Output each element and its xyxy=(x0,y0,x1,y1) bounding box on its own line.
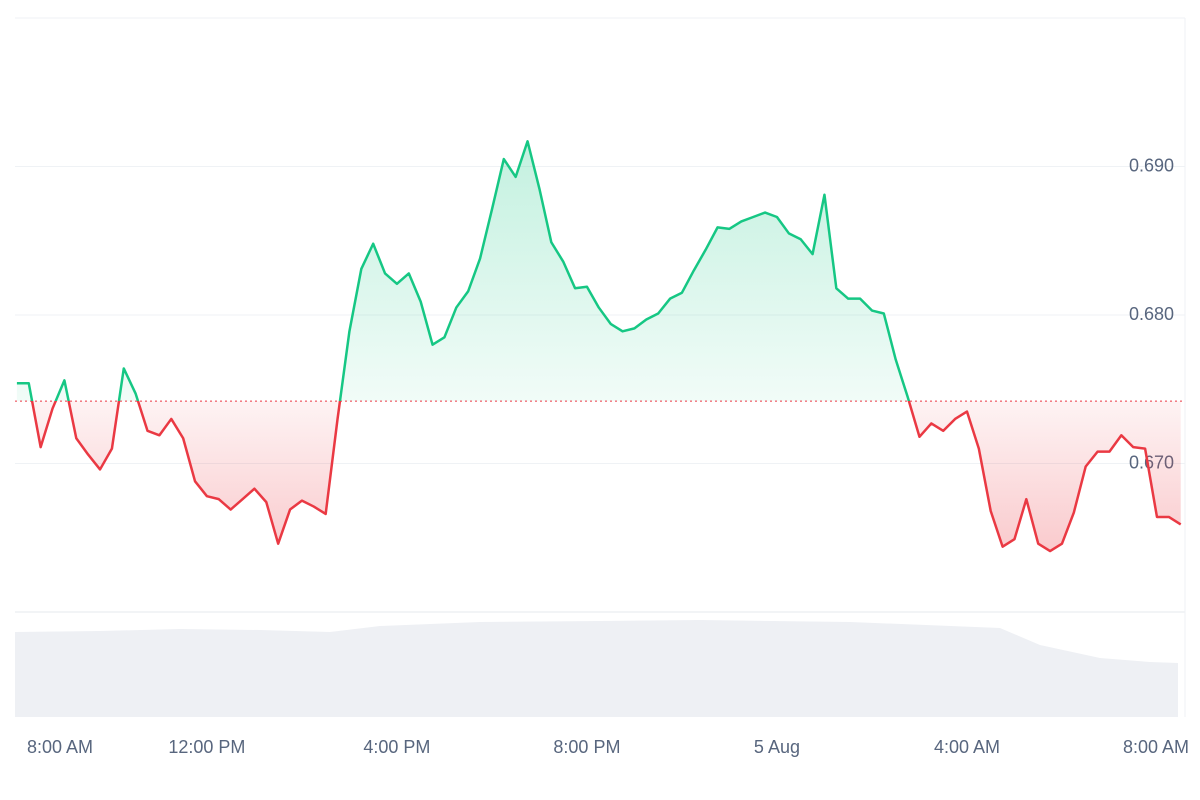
x-tick-label: 12:00 PM xyxy=(168,737,245,757)
price-area xyxy=(16,141,1181,552)
x-tick-label: 4:00 PM xyxy=(363,737,430,757)
x-tick-label: 8:00 PM xyxy=(553,737,620,757)
y-tick-label: 0.690 xyxy=(1129,155,1174,175)
x-tick-label: 5 Aug xyxy=(754,737,800,757)
price-line xyxy=(16,140,1182,553)
volume-area xyxy=(15,620,1178,717)
x-tick-label: 8:00 AM xyxy=(1123,737,1189,757)
x-tick-label: 4:00 AM xyxy=(934,737,1000,757)
x-tick-label: 8:00 AM xyxy=(27,737,93,757)
y-tick-label: 0.680 xyxy=(1129,304,1174,324)
